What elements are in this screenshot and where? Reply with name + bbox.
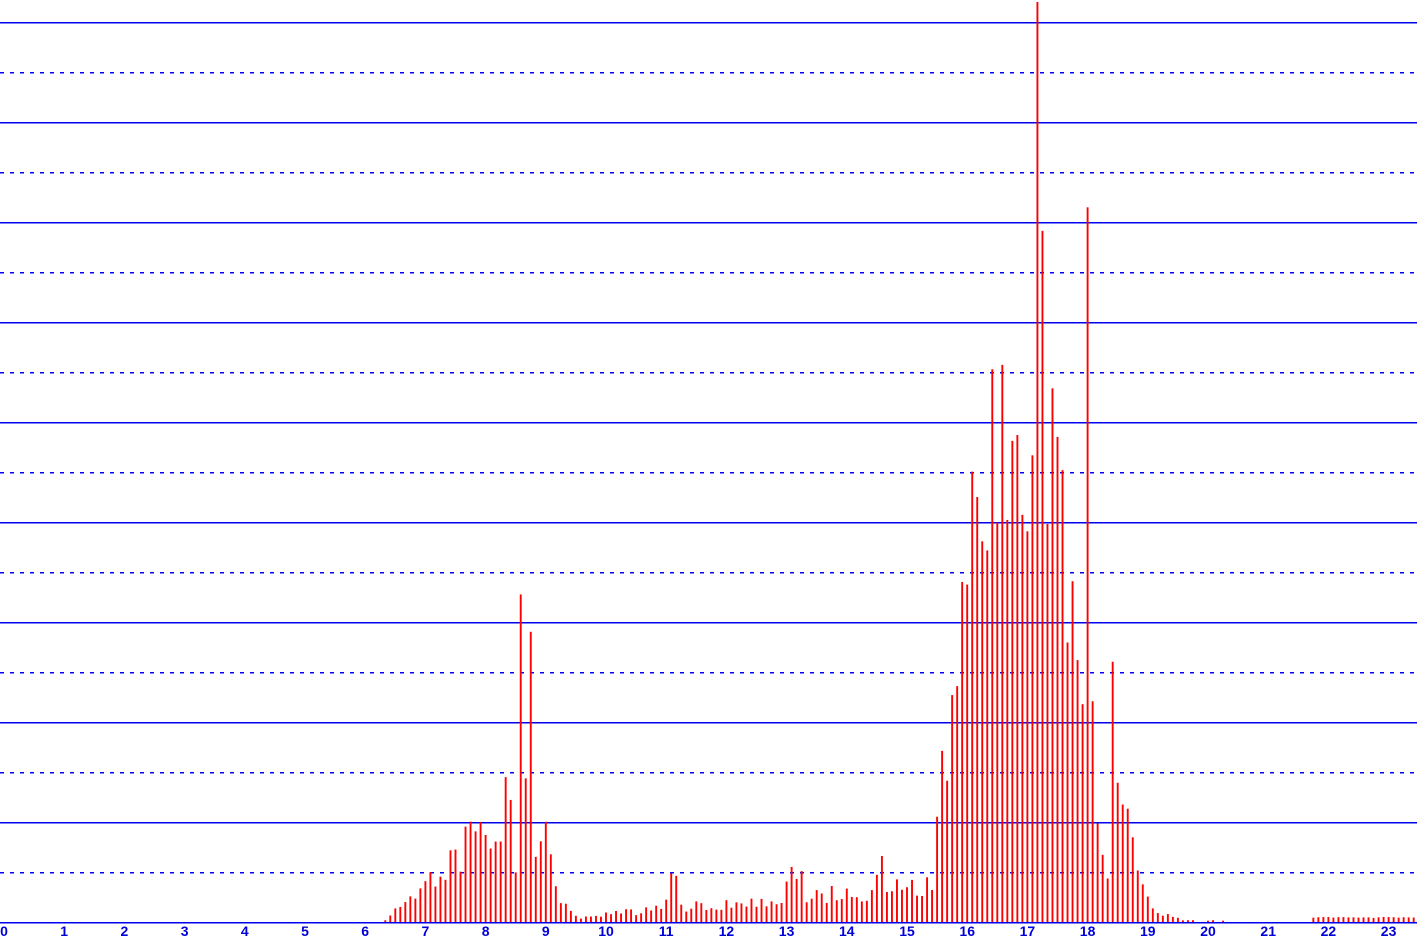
svg-text:5: 5 <box>301 923 309 939</box>
svg-text:7: 7 <box>422 923 430 939</box>
svg-text:17: 17 <box>1020 923 1036 939</box>
svg-text:3: 3 <box>181 923 189 939</box>
svg-text:8: 8 <box>482 923 490 939</box>
svg-text:19: 19 <box>1140 923 1156 939</box>
svg-text:20: 20 <box>1200 923 1216 939</box>
svg-text:23: 23 <box>1381 923 1397 939</box>
svg-text:22: 22 <box>1321 923 1337 939</box>
svg-text:0: 0 <box>0 923 8 939</box>
svg-text:12: 12 <box>719 923 735 939</box>
svg-text:21: 21 <box>1260 923 1276 939</box>
svg-text:14: 14 <box>839 923 855 939</box>
svg-text:15: 15 <box>899 923 915 939</box>
svg-text:11: 11 <box>659 923 674 939</box>
svg-text:10: 10 <box>598 923 614 939</box>
svg-text:4: 4 <box>241 923 249 939</box>
svg-text:6: 6 <box>361 923 369 939</box>
svg-text:16: 16 <box>959 923 975 939</box>
svg-text:18: 18 <box>1080 923 1096 939</box>
svg-text:9: 9 <box>542 923 550 939</box>
svg-text:1: 1 <box>60 923 68 939</box>
svg-text:13: 13 <box>779 923 795 939</box>
svg-text:2: 2 <box>121 923 129 939</box>
